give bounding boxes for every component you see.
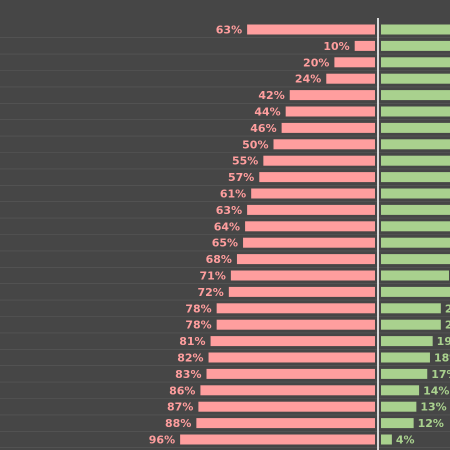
gridlines [0, 37, 450, 449]
left-bar-label: 72% [197, 286, 223, 299]
right-series-bars [381, 24, 450, 445]
right-bar [381, 40, 450, 51]
left-bar [289, 90, 375, 101]
right-bar [381, 401, 417, 412]
right-bar [381, 434, 392, 445]
left-bar [247, 204, 375, 215]
left-bar [354, 40, 375, 51]
left-bar [216, 319, 375, 330]
left-bar [236, 254, 375, 265]
left-bar [247, 24, 375, 35]
right-bar-label: 17% [431, 368, 450, 381]
left-bar-label: 55% [232, 155, 258, 168]
left-bar [208, 352, 375, 363]
right-bar [381, 319, 441, 330]
left-bar [251, 188, 375, 199]
left-series-bars [180, 24, 375, 445]
right-bar [381, 90, 450, 101]
left-bar-label: 20% [303, 56, 329, 69]
left-bar [180, 434, 375, 445]
left-bar-label: 57% [228, 171, 254, 184]
left-bar [326, 73, 375, 84]
right-bar [381, 204, 450, 215]
left-bar-label: 42% [258, 89, 284, 102]
left-bar-label: 46% [250, 122, 276, 135]
left-bar-label: 96% [149, 434, 175, 447]
right-bar [381, 286, 450, 297]
right-bar [381, 172, 450, 183]
left-bar-label: 63% [216, 24, 242, 37]
left-bar [263, 155, 375, 166]
right-bar-label: 12% [418, 417, 444, 430]
left-bar-label: 10% [323, 40, 349, 53]
right-bar [381, 188, 450, 199]
right-bar [381, 385, 420, 396]
left-bar [245, 221, 375, 232]
left-bar [281, 122, 375, 133]
left-bar-label: 83% [175, 368, 201, 381]
right-bar [381, 221, 450, 232]
right-bar [381, 352, 430, 363]
left-bar-label: 65% [212, 237, 238, 250]
left-bar-label: 61% [220, 188, 246, 201]
right-bar [381, 57, 450, 68]
left-bar [334, 57, 375, 68]
left-bar-label: 87% [167, 401, 193, 414]
left-bar [200, 385, 375, 396]
left-bar-label: 78% [185, 319, 211, 332]
right-bar [381, 24, 450, 35]
data-labels: 63% 10% 20% 24% 42% 44% 46% 50% 55% 57% 61% 63% 64% 6… [149, 24, 450, 447]
left-bar-label: 68% [206, 253, 232, 266]
left-bar [206, 368, 375, 379]
right-bar-label: 14% [423, 384, 449, 397]
left-bar-label: 81% [179, 335, 205, 348]
right-bar-label: 18% [434, 352, 450, 365]
right-bar [381, 303, 441, 314]
left-bar [196, 418, 375, 429]
right-bar [381, 73, 450, 84]
left-bar-label: 82% [177, 352, 203, 365]
left-bar [210, 336, 375, 347]
right-bar [381, 106, 450, 117]
left-bar [230, 270, 375, 281]
right-bar [381, 237, 450, 248]
left-bar-label: 44% [254, 106, 280, 119]
left-bar [228, 286, 375, 297]
right-bar [381, 122, 450, 133]
left-bar [243, 237, 375, 248]
left-bar-label: 64% [214, 220, 240, 233]
right-bar-label: 19% [437, 335, 450, 348]
left-bar [216, 303, 375, 314]
left-bar-label: 63% [216, 204, 242, 217]
left-bar [259, 172, 375, 183]
right-bar [381, 139, 450, 150]
left-bar-label: 50% [242, 138, 268, 151]
right-bar-label: 13% [420, 401, 446, 414]
right-bar [381, 270, 449, 281]
right-bar-label: 22% [445, 319, 450, 332]
right-bar [381, 418, 414, 429]
right-bar [381, 254, 450, 265]
left-bar-label: 71% [200, 270, 226, 283]
right-bar [381, 155, 450, 166]
right-bar-label: 22% [445, 302, 450, 315]
left-bar [273, 139, 375, 150]
left-bar [198, 401, 375, 412]
left-bar-label: 88% [165, 417, 191, 430]
left-bar-label: 24% [295, 73, 321, 86]
right-bar-label: 4% [396, 434, 415, 447]
right-bar [381, 336, 433, 347]
left-bar-label: 78% [185, 302, 211, 315]
right-bar [381, 368, 428, 379]
left-bar-label: 86% [169, 384, 195, 397]
left-bar [285, 106, 375, 117]
